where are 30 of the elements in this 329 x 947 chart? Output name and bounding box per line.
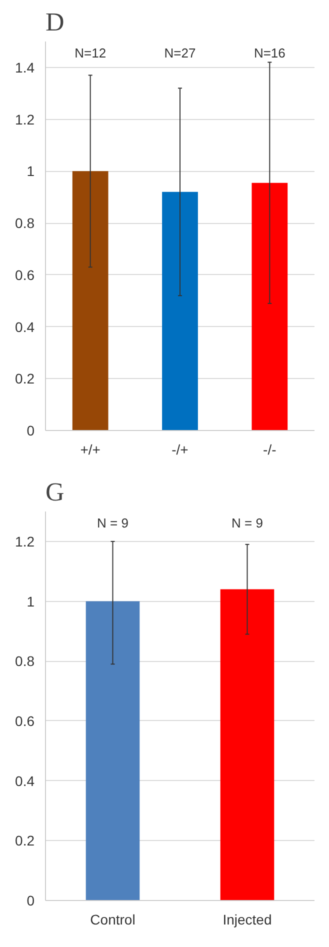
y-tick-label: 0.2 (15, 370, 35, 387)
y-tick-label: 0.8 (15, 653, 35, 670)
bar (252, 182, 288, 430)
x-tick-label: +/+ (80, 442, 100, 458)
y-tick-label: 0 (26, 422, 35, 438)
y-tick-label: 1 (26, 163, 35, 180)
chart-title: G (46, 478, 64, 506)
annotation: N=12 (74, 46, 106, 60)
y-tick-label: 0.8 (15, 215, 35, 232)
y-tick-label: 1.2 (15, 533, 35, 550)
annotation: N=16 (254, 46, 286, 60)
x-tick-label: Injected (222, 912, 272, 928)
x-tick-label: -/- (263, 442, 277, 458)
y-tick-label: 1.2 (15, 111, 35, 128)
bar (162, 192, 198, 430)
y-tick-label: 1.4 (15, 59, 35, 76)
y-tick-label: 0.2 (15, 832, 35, 849)
y-tick-label: 0.6 (15, 266, 35, 283)
annotation: N=27 (164, 46, 196, 60)
x-tick-label: Control (90, 912, 136, 928)
chart-title: D (46, 8, 64, 36)
y-tick-label: 0.4 (15, 772, 35, 789)
y-tick-label: 0.4 (15, 318, 35, 335)
annotation: N = 9 (232, 516, 263, 530)
y-tick-label: 1 (26, 593, 35, 610)
bar (72, 171, 108, 430)
y-tick-label: 0.6 (15, 712, 35, 729)
x-tick-label: -/+ (172, 442, 188, 458)
annotation: N = 9 (97, 516, 128, 530)
y-tick-label: 0 (26, 892, 35, 908)
